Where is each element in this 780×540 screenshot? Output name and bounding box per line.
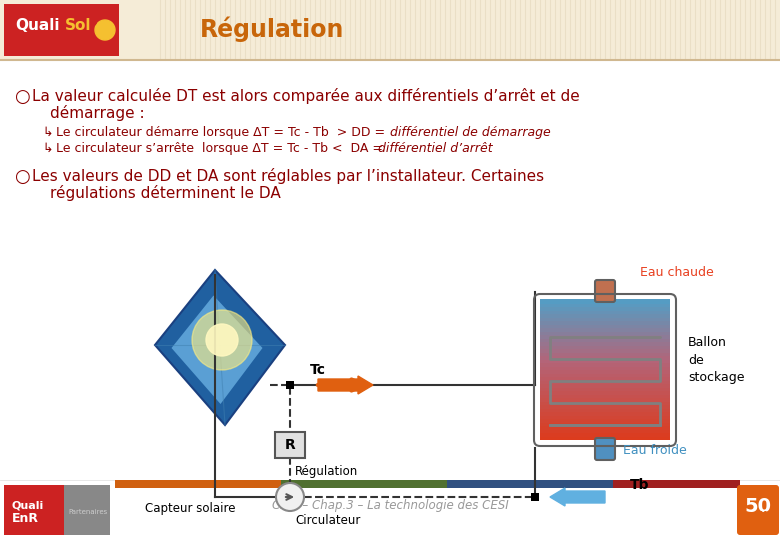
Bar bbox=[540, 418, 670, 422]
Text: Le circulateur démarre lorsque ΔT = Tc - Tb  > DD =: Le circulateur démarre lorsque ΔT = Tc -… bbox=[56, 126, 393, 139]
Text: Régulation: Régulation bbox=[295, 465, 358, 478]
Bar bbox=[540, 373, 670, 377]
Text: Tb: Tb bbox=[630, 478, 650, 492]
Bar bbox=[540, 383, 670, 388]
Text: ↳: ↳ bbox=[42, 126, 52, 139]
Bar bbox=[540, 323, 670, 328]
Bar bbox=[540, 397, 670, 402]
Text: régulations déterminent le DA: régulations déterminent le DA bbox=[50, 185, 281, 201]
Bar bbox=[540, 334, 670, 339]
Bar bbox=[540, 411, 670, 415]
Bar bbox=[540, 299, 670, 303]
Text: ○: ○ bbox=[14, 88, 30, 106]
Bar bbox=[540, 408, 670, 412]
Bar bbox=[540, 309, 670, 314]
Text: 50: 50 bbox=[744, 497, 771, 516]
Bar bbox=[540, 320, 670, 325]
Bar bbox=[540, 432, 670, 436]
Bar bbox=[540, 369, 670, 374]
Text: différentiel d’arrêt: différentiel d’arrêt bbox=[378, 142, 493, 155]
Text: ↳: ↳ bbox=[42, 142, 52, 155]
Circle shape bbox=[192, 310, 252, 370]
Text: ○: ○ bbox=[14, 168, 30, 186]
Bar bbox=[540, 366, 670, 370]
Bar bbox=[540, 376, 670, 381]
Text: Tc: Tc bbox=[310, 363, 326, 377]
Bar bbox=[0, 480, 780, 540]
Text: Ballon
de
stockage: Ballon de stockage bbox=[688, 335, 744, 384]
Text: J': J' bbox=[93, 12, 102, 26]
Bar bbox=[540, 348, 670, 353]
FancyBboxPatch shape bbox=[4, 4, 119, 56]
Text: différentiel de démarrage: différentiel de démarrage bbox=[390, 126, 551, 139]
Text: démarrage :: démarrage : bbox=[50, 105, 144, 121]
Bar bbox=[540, 390, 670, 395]
Bar bbox=[540, 401, 670, 405]
Text: La valeur calculée DT est alors comparée aux différentiels d’arrêt et de: La valeur calculée DT est alors comparée… bbox=[32, 88, 580, 104]
Bar bbox=[540, 338, 670, 342]
Text: Sol: Sol bbox=[65, 18, 91, 33]
Text: ”: ” bbox=[757, 511, 768, 531]
Text: Quali: Quali bbox=[12, 500, 44, 510]
Polygon shape bbox=[155, 270, 285, 425]
Bar bbox=[540, 422, 670, 426]
Bar bbox=[540, 380, 670, 384]
Bar bbox=[540, 362, 670, 367]
Bar bbox=[64, 485, 110, 535]
Bar bbox=[540, 345, 670, 349]
Bar bbox=[540, 352, 670, 356]
Bar bbox=[540, 316, 670, 321]
Text: Régulation: Régulation bbox=[200, 16, 345, 42]
Bar bbox=[540, 313, 670, 318]
Text: Quali: Quali bbox=[15, 18, 59, 33]
Text: R: R bbox=[285, 438, 296, 452]
Bar bbox=[286, 381, 294, 389]
Bar bbox=[540, 394, 670, 398]
Bar bbox=[540, 404, 670, 408]
Bar bbox=[540, 327, 670, 332]
FancyBboxPatch shape bbox=[737, 485, 779, 535]
Bar bbox=[281, 480, 447, 488]
Bar bbox=[540, 302, 670, 307]
FancyArrow shape bbox=[550, 488, 605, 506]
Text: Le circulateur s’arrête  lorsque ΔT = Tc - Tb <  DA =: Le circulateur s’arrête lorsque ΔT = Tc … bbox=[56, 142, 387, 155]
Bar bbox=[4, 485, 64, 535]
Bar bbox=[447, 480, 613, 488]
Bar bbox=[540, 359, 670, 363]
Text: Capteur solaire: Capteur solaire bbox=[145, 502, 236, 515]
Bar bbox=[540, 387, 670, 391]
Bar bbox=[540, 330, 670, 335]
Bar bbox=[540, 355, 670, 360]
FancyBboxPatch shape bbox=[595, 280, 615, 302]
FancyBboxPatch shape bbox=[275, 432, 305, 458]
Bar bbox=[540, 341, 670, 346]
Bar bbox=[540, 429, 670, 433]
Text: Circulateur: Circulateur bbox=[295, 514, 360, 527]
Bar bbox=[540, 435, 670, 440]
Text: EnR: EnR bbox=[12, 511, 39, 524]
Circle shape bbox=[206, 324, 238, 356]
Bar bbox=[540, 306, 670, 310]
Circle shape bbox=[276, 483, 304, 511]
Text: CESI – Chap.3 – La technologie des CESI: CESI – Chap.3 – La technologie des CESI bbox=[271, 498, 509, 511]
Text: Partenaires: Partenaires bbox=[68, 509, 108, 515]
Bar bbox=[0, 60, 780, 480]
Bar bbox=[0, 483, 115, 540]
Polygon shape bbox=[172, 295, 263, 404]
Text: Eau froide: Eau froide bbox=[623, 443, 686, 456]
FancyBboxPatch shape bbox=[595, 438, 615, 460]
Text: Eau chaude: Eau chaude bbox=[640, 266, 714, 279]
Bar bbox=[540, 425, 670, 429]
Bar bbox=[613, 480, 740, 488]
Bar bbox=[531, 493, 539, 501]
Text: Les valeurs de DD et DA sont réglables par l’installateur. Certaines: Les valeurs de DD et DA sont réglables p… bbox=[32, 168, 544, 184]
FancyArrow shape bbox=[318, 376, 373, 394]
Circle shape bbox=[95, 20, 115, 40]
Bar bbox=[540, 415, 670, 419]
Bar bbox=[115, 480, 281, 488]
Bar bbox=[0, 0, 780, 60]
